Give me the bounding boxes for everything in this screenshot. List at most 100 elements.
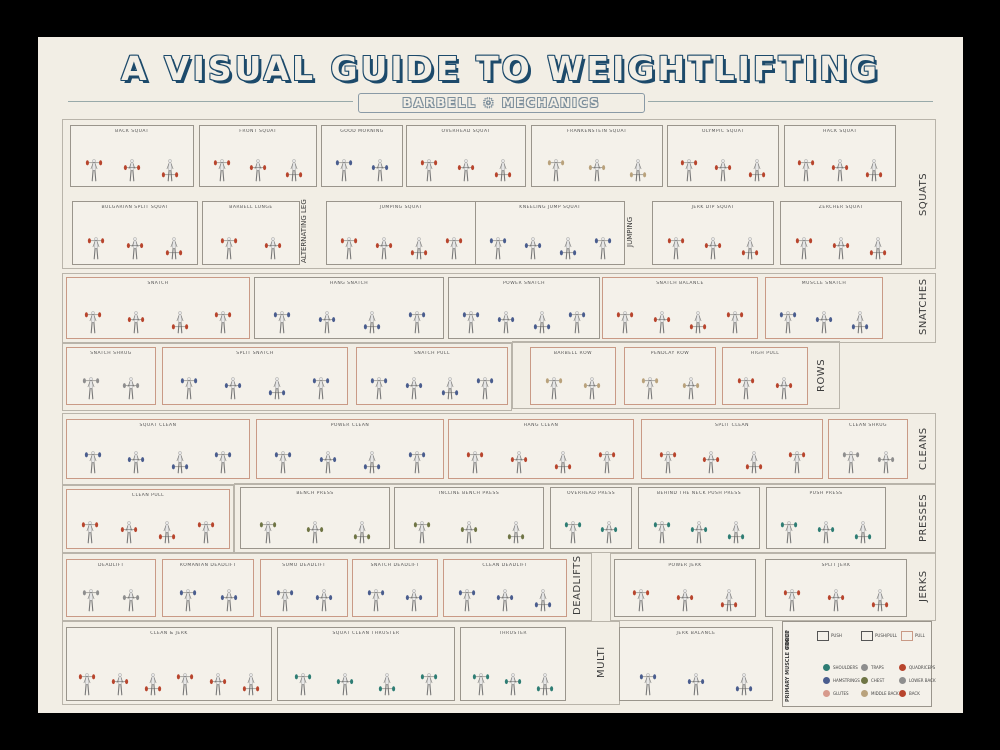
lifter-figure-icon: [472, 658, 490, 696]
exercise-panel: SNATCH: [66, 277, 250, 339]
lifter-figure-icon: [460, 506, 478, 544]
lifter-figure-icon: [504, 658, 522, 696]
exercise-panel: SPLIT SNATCH: [162, 347, 348, 405]
lifter-figure-icon: [616, 296, 634, 334]
lifter-figure-icon: [682, 362, 700, 400]
poster-subtitle: BARBELL ⚙ MECHANICS: [358, 93, 645, 113]
lifter-figure-icon: [214, 436, 232, 474]
exercise-label: BARBELL ROW: [553, 351, 593, 356]
lifter-figure-icon: [319, 436, 337, 474]
lifter-figure-icon: [594, 222, 612, 260]
lifter-figure-icon: [161, 144, 179, 182]
legend-pull-box: [901, 631, 913, 641]
exercise-figures: [77, 212, 193, 260]
lifter-figure-icon: [533, 296, 551, 334]
lifter-figure-icon: [122, 574, 140, 612]
lifter-figure-icon: [82, 574, 100, 612]
legend-pull-label: PULL: [915, 633, 925, 638]
lifter-figure-icon: [87, 222, 105, 260]
lifter-figure-icon: [869, 222, 887, 260]
lifter-figure-icon: [854, 506, 872, 544]
category-snatches: SNATCHES: [918, 278, 929, 336]
lifter-figure-icon: [554, 436, 572, 474]
exercise-figures: [259, 288, 439, 334]
lifter-figure-icon: [375, 222, 393, 260]
lifter-figure-icon: [273, 296, 291, 334]
exercise-label: BENCH PRESS: [296, 491, 334, 496]
section-frame-presses: [234, 483, 936, 553]
lifter-figure-icon: [171, 436, 189, 474]
lifter-figure-icon: [842, 436, 860, 474]
lifter-figure-icon: [126, 222, 144, 260]
lifter-figure-icon: [735, 658, 753, 696]
exercise-panel: BARBELL ROW: [530, 347, 616, 405]
exercise-label: SNATCH PULL: [414, 351, 450, 356]
legend-muscle-swatch: [861, 677, 868, 684]
exercise-panel: POWER CLEAN: [256, 419, 444, 479]
lifter-figure-icon: [457, 144, 475, 182]
lifter-figure-icon: [653, 296, 671, 334]
exercise-label: OLYMPIC SQUAT: [701, 129, 745, 134]
exercise-panel: HANG SNATCH: [254, 277, 444, 339]
lifter-figure-icon: [179, 574, 197, 612]
exercise-figures: [326, 136, 398, 182]
lifter-figure-icon: [534, 574, 552, 612]
lifter-figure-icon: [144, 658, 162, 696]
exercise-label: POWER SNATCH: [502, 281, 546, 286]
lifter-figure-icon: [224, 362, 242, 400]
exercise-label: THRUSTER: [498, 631, 528, 636]
legend-muscle-label: SHOULDERS: [833, 665, 858, 670]
exercise-panel: HANG CLEAN: [448, 419, 634, 479]
lifter-figure-icon: [111, 658, 129, 696]
exercise-label: INCLINE BENCH PRESS: [438, 491, 500, 496]
lifter-figure-icon: [702, 436, 720, 474]
lifter-figure-icon: [877, 436, 895, 474]
exercise-panel: SUMO DEADLIFT: [260, 559, 348, 617]
exercise-figures: [71, 500, 225, 544]
exercise-panel: SNATCH SHRUG: [66, 347, 156, 405]
exercise-figures: [770, 570, 902, 612]
lifter-figure-icon: [583, 362, 601, 400]
lifter-figure-icon: [81, 506, 99, 544]
exercise-figures: [536, 136, 658, 182]
exercise-figures: [282, 638, 450, 696]
lifter-figure-icon: [445, 222, 463, 260]
exercise-panel: GOOD MORNING: [321, 125, 403, 187]
lifter-figure-icon: [371, 144, 389, 182]
section-frame-deadlifts: [62, 553, 592, 621]
lifter-figure-icon: [84, 436, 102, 474]
legend-muscle-swatch: [861, 690, 868, 697]
exercise-panel: FRONT SQUAT: [199, 125, 317, 187]
exercise-figures: [657, 212, 769, 260]
exercise-figures: [71, 430, 245, 474]
lifter-figure-icon: [476, 362, 494, 400]
subcategory-jumping: JUMPING: [626, 216, 634, 248]
exercise-figures: [785, 212, 897, 260]
section-frame-snatches: [62, 273, 936, 343]
exercise-panel: INCLINE BENCH PRESS: [394, 487, 544, 549]
lifter-figure-icon: [680, 144, 698, 182]
lifter-figure-icon: [851, 296, 869, 334]
lifter-figure-icon: [831, 144, 849, 182]
exercise-panel: POWER SNATCH: [448, 277, 600, 339]
exercise-panel: SQUAT CLEAN THRUSTER: [277, 627, 455, 701]
exercise-panel: PUSH PRESS: [766, 487, 886, 549]
exercise-label: ZERCHER SQUAT: [818, 205, 864, 210]
lifter-figure-icon: [737, 362, 755, 400]
exercise-panel: ROMANIAN DEADLIFT: [162, 559, 254, 617]
lifter-figure-icon: [315, 574, 333, 612]
exercise-panel: CLEAN & JERK: [66, 627, 272, 701]
category-deadlifts: DEADLIFTS: [572, 555, 583, 615]
exercise-panel: HACK SQUAT: [784, 125, 896, 187]
exercise-label: GOOD MORNING: [340, 129, 384, 134]
exercise-panel: SNATCH DEADLIFT: [352, 559, 438, 617]
lifter-figure-icon: [536, 658, 554, 696]
lifter-figure-icon: [335, 144, 353, 182]
lifter-figure-icon: [84, 296, 102, 334]
exercise-label: SPLIT JERK: [821, 563, 851, 568]
exercise-figures: [399, 498, 539, 544]
exercise-label: MUSCLE SNATCH: [801, 281, 847, 286]
exercise-figures: [770, 288, 878, 334]
lifter-figure-icon: [405, 574, 423, 612]
lifter-figure-icon: [795, 222, 813, 260]
